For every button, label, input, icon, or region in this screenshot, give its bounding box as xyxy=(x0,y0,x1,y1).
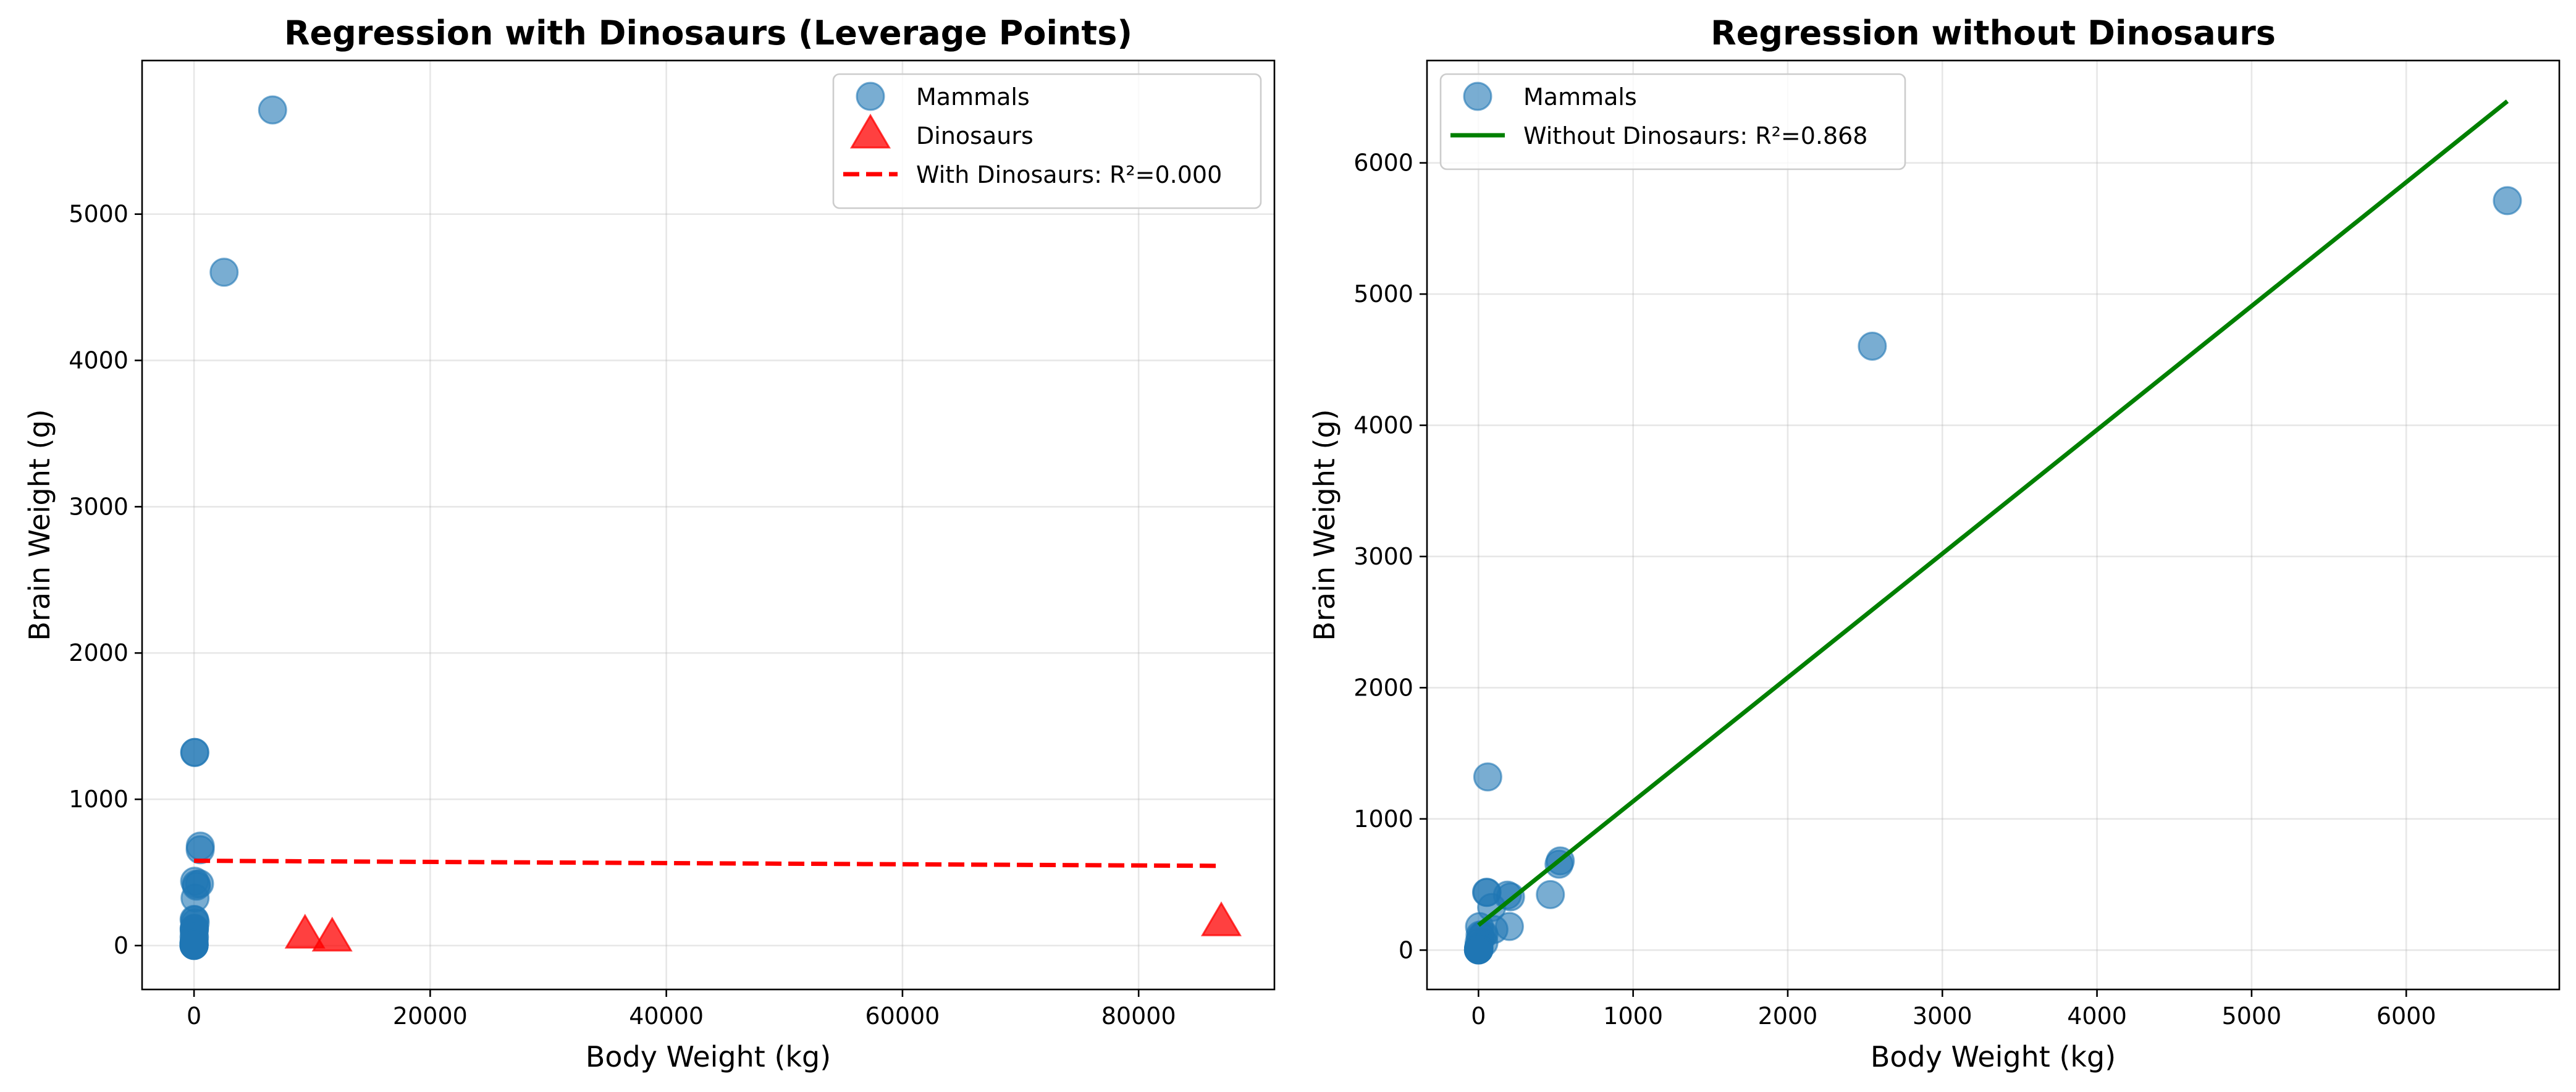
y-tick-label: 3000 xyxy=(69,493,128,520)
mammal-point xyxy=(180,737,209,767)
mammal-point xyxy=(179,930,209,960)
mammal-point xyxy=(2493,186,2522,216)
y-tick-label: 0 xyxy=(1399,936,1413,964)
x-tick-label: 3000 xyxy=(1913,1002,1972,1030)
legend-box xyxy=(832,73,1262,209)
x-tick-label: 40000 xyxy=(629,1002,704,1030)
legend-triangle-marker xyxy=(849,114,891,149)
x-tick-label: 20000 xyxy=(393,1002,468,1030)
axes-frame xyxy=(141,59,1276,991)
x-tick-label: 2000 xyxy=(1758,1002,1818,1030)
plot-area xyxy=(1427,61,2559,989)
chart-1: 0 20000 40000 60000 80000 0 1000 2000 3000 4000 50… xyxy=(23,14,1276,1073)
dinosaur-point xyxy=(311,917,353,952)
x-tick-label: 60000 xyxy=(865,1002,940,1030)
mammal-point xyxy=(1494,912,1524,941)
mammal-point xyxy=(209,258,239,287)
legend-circle-marker xyxy=(1463,82,1492,111)
y-axis-label: Brain Weight (g) xyxy=(1308,409,1341,640)
x-axis-label: Body Weight (kg) xyxy=(1871,1040,2116,1073)
dinosaur-point xyxy=(1200,901,1242,936)
chart-title: Regression without Dinosaurs xyxy=(1711,14,2276,52)
mammal-point xyxy=(1464,935,1494,965)
data-layer xyxy=(179,95,1242,960)
chart-title: Regression with Dinosaurs (Leverage Poin… xyxy=(284,14,1132,52)
legend: Mammals Dinosaurs With Dinosaurs: R²=0.000 xyxy=(832,73,1262,209)
legend-label: Dinosaurs xyxy=(916,122,1033,149)
y-tick-label: 4000 xyxy=(69,347,128,374)
y-tick-label: 1000 xyxy=(69,786,128,813)
x-tick-label: 6000 xyxy=(2376,1002,2436,1030)
mammal-point xyxy=(1858,331,1887,361)
regression-line xyxy=(194,859,1222,868)
plot-area xyxy=(142,61,1274,989)
regression-line xyxy=(1477,99,2509,927)
axes-frame xyxy=(1426,59,2561,991)
x-tick-label: 0 xyxy=(1471,1002,1486,1030)
y-tick-label: 4000 xyxy=(1353,412,1413,439)
mammal-point xyxy=(185,831,215,861)
y-tick-label: 2000 xyxy=(69,639,128,666)
x-tick-label: 5000 xyxy=(2222,1002,2282,1030)
dinosaur-point xyxy=(284,914,326,949)
legend-circle-marker xyxy=(856,82,885,111)
chart-2: 0 1000 2000 3000 4000 5000 6000 0 1000 2000 3000 40… xyxy=(1308,14,2561,1073)
y-tick-label: 2000 xyxy=(1353,674,1413,701)
x-axis-label: Body Weight (kg) xyxy=(586,1040,831,1073)
y-tick-label: 5000 xyxy=(1353,280,1413,308)
y-tick-label: 1000 xyxy=(1353,805,1413,833)
mammal-point xyxy=(1536,880,1565,909)
y-tick-label: 5000 xyxy=(69,201,128,228)
legend-box xyxy=(1439,73,1906,170)
x-tick-label: 4000 xyxy=(2067,1002,2127,1030)
y-tick-label: 0 xyxy=(114,932,128,959)
mammal-point xyxy=(1473,762,1502,792)
y-axis-label: Brain Weight (g) xyxy=(23,409,56,640)
legend-label: Without Dinosaurs: R²=0.868 xyxy=(1523,122,1867,149)
y-tick-label: 3000 xyxy=(1353,543,1413,570)
mammal-point xyxy=(258,95,287,125)
x-tick-label: 80000 xyxy=(1101,1002,1176,1030)
x-tick-label: 1000 xyxy=(1603,1002,1663,1030)
data-layer xyxy=(1463,99,2522,965)
legend: Mammals Without Dinosaurs: R²=0.868 xyxy=(1439,73,1906,170)
legend-label: Mammals xyxy=(1523,83,1637,111)
legend-label: Mammals xyxy=(916,83,1030,111)
legend-label: With Dinosaurs: R²=0.000 xyxy=(916,161,1222,188)
x-tick-label: 0 xyxy=(187,1002,201,1030)
y-tick-label: 6000 xyxy=(1353,149,1413,177)
